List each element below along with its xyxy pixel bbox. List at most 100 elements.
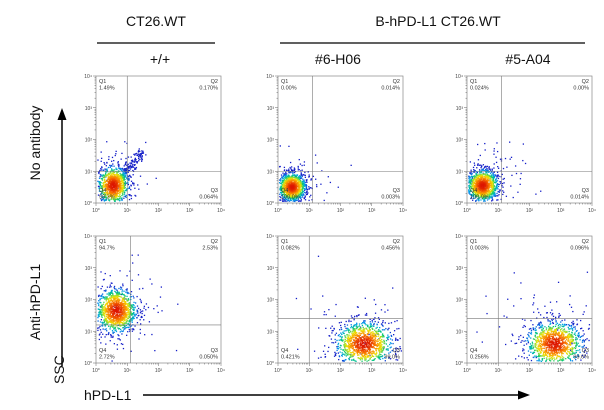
data-point: [477, 176, 479, 178]
data-point: [117, 171, 119, 173]
data-point: [107, 192, 109, 195]
data-point: [474, 196, 476, 198]
data-point: [496, 174, 498, 177]
data-point: [119, 199, 121, 201]
data-point: [489, 193, 491, 195]
quadrant-value-q2: 0.014%: [381, 86, 400, 92]
data-point: [493, 195, 496, 197]
data-point: [110, 189, 112, 191]
data-point: [472, 197, 475, 200]
y-tick-label: 10²: [267, 138, 275, 144]
data-point: [107, 196, 110, 198]
data-point: [103, 178, 106, 181]
data-point: [474, 169, 476, 172]
data-point: [496, 150, 499, 153]
data-point: [285, 179, 287, 181]
data-point: [294, 176, 296, 178]
data-point: [509, 141, 511, 143]
data-point: [142, 151, 144, 153]
data-point: [105, 171, 107, 173]
data-point: [326, 192, 328, 194]
data-point: [100, 186, 102, 188]
data-point: [287, 169, 290, 172]
data-point: [109, 300, 111, 303]
data-point: [479, 194, 482, 196]
data-point: [473, 177, 475, 180]
y-tick-label: 10¹: [85, 169, 93, 175]
data-point: [291, 197, 294, 200]
data-point: [115, 288, 117, 290]
data-point: [129, 194, 131, 196]
x-tick-label: 10³: [186, 368, 194, 374]
data-point: [497, 177, 500, 180]
data-point: [469, 180, 471, 182]
data-point: [136, 309, 138, 311]
data-point: [100, 342, 102, 344]
data-point: [493, 189, 496, 191]
data-point: [101, 186, 104, 189]
data-point: [118, 198, 120, 200]
data-point: [111, 360, 113, 362]
data-point: [490, 187, 493, 189]
data-point: [279, 145, 281, 147]
data-point: [100, 311, 102, 314]
data-point: [111, 172, 113, 175]
data-point: [119, 195, 121, 197]
data-point: [117, 306, 119, 308]
x-tick-label: 10⁴: [399, 368, 407, 374]
data-point: [114, 183, 117, 185]
data-point: [289, 196, 291, 198]
x-tick-label: 10³: [186, 208, 194, 214]
data-point: [304, 199, 307, 201]
data-point: [364, 297, 366, 299]
data-point: [112, 198, 115, 201]
data-point: [285, 175, 287, 177]
data-point: [293, 176, 295, 179]
data-point: [310, 308, 312, 310]
data-point: [304, 195, 306, 197]
data-point: [284, 176, 286, 178]
data-point: [132, 163, 134, 166]
data-point: [477, 159, 480, 161]
data-point: [475, 193, 477, 195]
data-point: [100, 271, 102, 273]
data-point: [131, 254, 133, 256]
data-point: [303, 187, 306, 190]
data-point: [99, 183, 102, 186]
data-point: [484, 197, 486, 200]
data-point: [131, 161, 134, 163]
data-point: [304, 189, 306, 191]
data-point: [472, 184, 474, 187]
data-point: [294, 174, 296, 177]
data-point: [286, 180, 288, 183]
data-point: [287, 195, 289, 197]
data-point: [117, 161, 119, 163]
data-point: [294, 195, 296, 198]
data-point: [283, 196, 286, 198]
data-point: [472, 171, 474, 173]
data-point: [123, 168, 125, 170]
data-point: [302, 178, 304, 180]
data-point: [294, 198, 296, 201]
data-point: [289, 166, 291, 169]
data-point: [121, 181, 123, 184]
data-point: [126, 300, 128, 302]
data-point: [113, 198, 115, 201]
x-tick-label: 10³: [368, 208, 376, 214]
data-point: [470, 196, 473, 199]
data-point: [130, 165, 132, 168]
data-point: [114, 194, 116, 196]
data-point: [476, 171, 478, 173]
data-point: [132, 169, 134, 172]
quadrant-label-q4: Q4: [281, 188, 288, 194]
data-point: [492, 176, 495, 179]
data-point: [104, 336, 106, 338]
data-point: [283, 189, 285, 191]
y-tick-label: 10²: [85, 138, 93, 144]
data-point: [297, 165, 299, 168]
data-point: [305, 186, 307, 188]
data-point: [134, 153, 137, 155]
data-point: [329, 181, 332, 184]
data-point: [479, 196, 481, 199]
data-point: [120, 186, 123, 188]
